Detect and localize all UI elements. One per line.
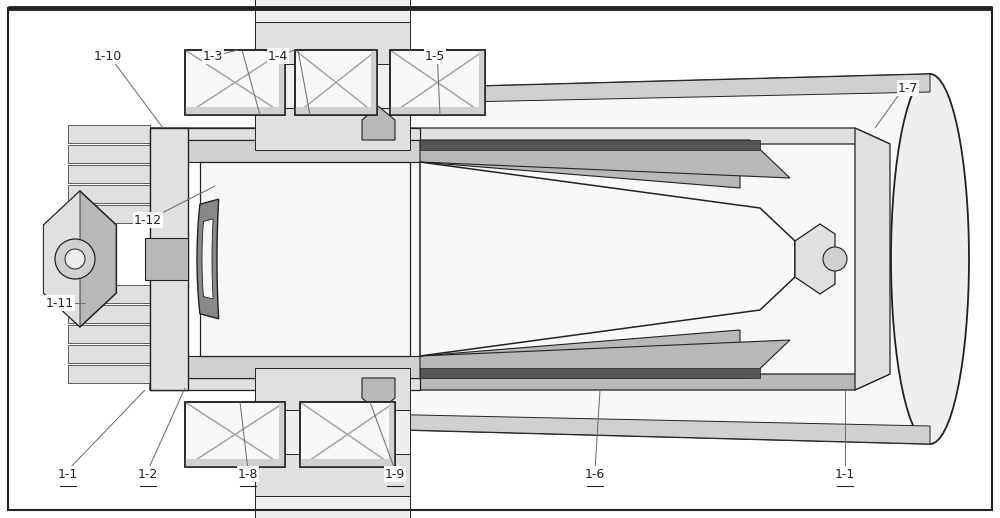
Bar	[300, 402, 395, 467]
Polygon shape	[68, 165, 150, 183]
Polygon shape	[44, 191, 80, 327]
Bar	[185, 50, 285, 115]
Polygon shape	[279, 402, 285, 467]
Polygon shape	[68, 205, 150, 223]
Polygon shape	[150, 128, 890, 144]
Text: 1-9: 1-9	[385, 468, 405, 481]
Circle shape	[65, 249, 85, 269]
Polygon shape	[68, 325, 150, 343]
Polygon shape	[255, 496, 410, 518]
Polygon shape	[371, 50, 377, 115]
Polygon shape	[420, 340, 790, 378]
Bar	[185, 50, 285, 115]
Polygon shape	[68, 345, 150, 363]
Text: 1-12: 1-12	[134, 213, 162, 226]
Bar	[300, 402, 395, 467]
Polygon shape	[150, 378, 420, 390]
Polygon shape	[295, 107, 377, 115]
Bar	[390, 50, 485, 115]
Polygon shape	[362, 378, 395, 412]
Polygon shape	[185, 107, 285, 115]
Polygon shape	[389, 402, 395, 467]
Ellipse shape	[891, 74, 969, 444]
Polygon shape	[150, 370, 420, 378]
Polygon shape	[255, 368, 410, 410]
Polygon shape	[255, 0, 410, 22]
Bar	[185, 402, 285, 467]
Polygon shape	[150, 128, 420, 140]
Bar	[295, 50, 377, 115]
Polygon shape	[145, 238, 188, 280]
Polygon shape	[44, 191, 116, 327]
Polygon shape	[420, 162, 795, 356]
Text: 1-1: 1-1	[58, 468, 78, 481]
Polygon shape	[370, 74, 930, 104]
Polygon shape	[255, 64, 410, 108]
Polygon shape	[420, 368, 760, 378]
Polygon shape	[200, 162, 410, 356]
Polygon shape	[420, 140, 790, 178]
Polygon shape	[68, 305, 150, 323]
Text: 1-5: 1-5	[425, 50, 445, 63]
Polygon shape	[370, 414, 930, 444]
Circle shape	[823, 247, 847, 271]
Polygon shape	[255, 108, 410, 150]
Polygon shape	[150, 128, 188, 390]
Bar	[390, 50, 485, 115]
Polygon shape	[150, 128, 155, 390]
Text: 1-4: 1-4	[268, 50, 288, 63]
Polygon shape	[795, 224, 835, 294]
Polygon shape	[479, 50, 485, 115]
Circle shape	[55, 239, 95, 279]
Polygon shape	[150, 374, 890, 390]
Bar	[185, 402, 285, 467]
Polygon shape	[150, 356, 420, 378]
Polygon shape	[255, 452, 410, 496]
Polygon shape	[68, 365, 150, 383]
Polygon shape	[68, 185, 150, 203]
Polygon shape	[370, 74, 930, 444]
Polygon shape	[68, 285, 150, 303]
Polygon shape	[420, 330, 740, 356]
Polygon shape	[150, 140, 420, 162]
Polygon shape	[390, 107, 485, 115]
Text: 1-3: 1-3	[203, 50, 223, 63]
Polygon shape	[185, 459, 285, 467]
Text: 1-10: 1-10	[94, 50, 122, 63]
Polygon shape	[150, 140, 420, 148]
Polygon shape	[420, 140, 760, 150]
Text: 1-11: 1-11	[46, 296, 74, 309]
Polygon shape	[68, 125, 150, 143]
Text: 1-2: 1-2	[138, 468, 158, 481]
Polygon shape	[362, 106, 395, 140]
Polygon shape	[202, 219, 213, 299]
Polygon shape	[68, 145, 150, 163]
Polygon shape	[420, 162, 740, 188]
Bar	[295, 50, 377, 115]
Polygon shape	[300, 459, 395, 467]
Text: 1-6: 1-6	[585, 468, 605, 481]
Polygon shape	[279, 50, 285, 115]
Text: 1-1: 1-1	[835, 468, 855, 481]
Polygon shape	[255, 410, 410, 454]
Polygon shape	[197, 199, 219, 319]
Text: 1-7: 1-7	[898, 81, 918, 94]
Polygon shape	[255, 22, 410, 66]
Text: 1-8: 1-8	[238, 468, 258, 481]
Polygon shape	[855, 128, 890, 390]
